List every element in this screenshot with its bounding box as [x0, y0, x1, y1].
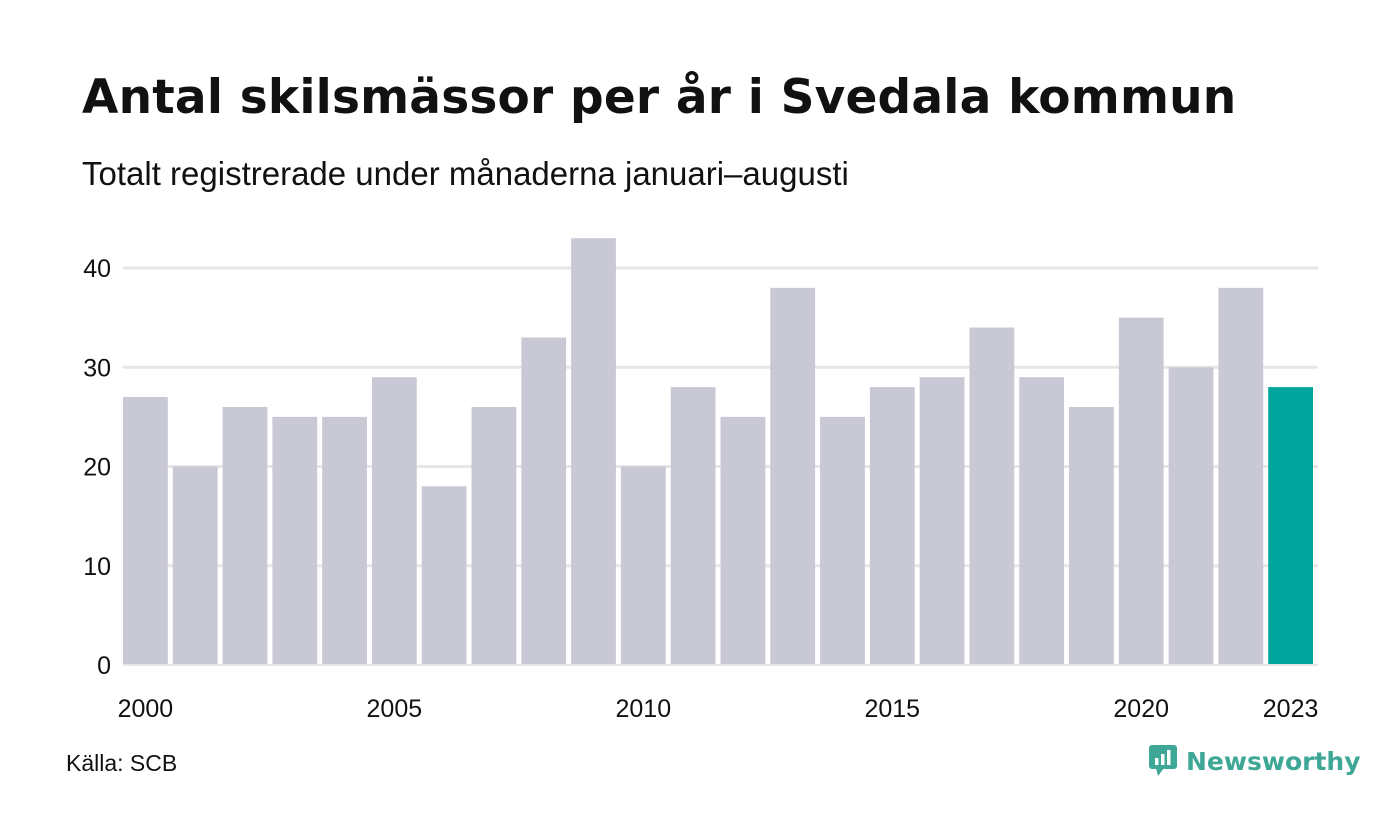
bar-2012	[720, 416, 766, 665]
bar-2005	[371, 377, 417, 665]
newsworthy-logo-icon	[1149, 745, 1177, 776]
x-tick-label: 2000	[118, 695, 174, 723]
chart-title: Antal skilsmässor per år i Svedala kommu…	[82, 70, 1237, 125]
bar-2011	[670, 387, 716, 665]
bar-2000	[123, 397, 168, 665]
bar-2008	[521, 337, 567, 665]
y-tick-label: 10	[83, 553, 111, 581]
y-tick-label: 40	[83, 255, 111, 283]
x-tick-label: 2010	[616, 695, 672, 723]
bars	[123, 238, 1318, 666]
bar-2023	[1268, 387, 1313, 665]
bar-2014	[820, 416, 865, 665]
bar-2003	[272, 416, 318, 665]
x-tick-label: 2020	[1113, 695, 1169, 723]
bar-2013	[770, 287, 816, 665]
source-note: Källa: SCB	[66, 750, 178, 776]
x-tick-label: 2005	[367, 695, 423, 723]
y-tick-label: 20	[83, 454, 111, 482]
bar-2022	[1218, 287, 1264, 665]
bar-2017	[969, 327, 1015, 665]
bar-2009	[571, 238, 616, 665]
y-axis-ticks: 0 10 20 30 40	[83, 255, 111, 680]
bar-2020	[1118, 317, 1164, 665]
bar-2007	[471, 406, 517, 665]
bar-2004	[322, 416, 367, 665]
x-tick-label: 2023	[1263, 695, 1319, 723]
bar-2019	[1069, 406, 1114, 665]
x-axis-ticks: 2000 2005 2010 2015 2020 2023	[118, 695, 1319, 723]
chart-subtitle: Totalt registrerade under månaderna janu…	[82, 155, 849, 192]
bar-2002	[222, 406, 268, 665]
y-tick-label: 0	[97, 652, 111, 680]
bar-2001	[172, 466, 218, 665]
x-tick-label: 2015	[864, 695, 920, 723]
bar-2015	[869, 387, 915, 665]
bar-2021	[1168, 367, 1214, 665]
bar-2018	[1019, 377, 1065, 665]
bar-2010	[620, 466, 666, 665]
brand-logo: Newsworthy	[1148, 744, 1361, 778]
brand-name: Newsworthy	[1186, 746, 1361, 776]
y-tick-label: 30	[83, 354, 111, 382]
bar-2016	[919, 377, 965, 665]
bar-2006	[421, 486, 467, 665]
